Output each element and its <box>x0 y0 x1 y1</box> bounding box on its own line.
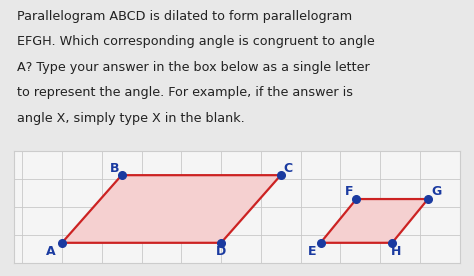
Text: E: E <box>308 245 316 258</box>
Text: B: B <box>109 161 119 174</box>
Text: H: H <box>391 245 401 258</box>
Text: A: A <box>46 245 55 258</box>
Text: Parallelogram ABCD is dilated to form parallelogram: Parallelogram ABCD is dilated to form pa… <box>17 10 352 23</box>
Text: C: C <box>283 161 292 174</box>
Text: A? Type your answer in the box below as a single letter: A? Type your answer in the box below as … <box>17 61 369 74</box>
Text: angle X, simply type X in the blank.: angle X, simply type X in the blank. <box>17 112 244 125</box>
Text: F: F <box>345 185 354 198</box>
Polygon shape <box>62 175 281 243</box>
Text: G: G <box>432 185 442 198</box>
Text: D: D <box>216 245 226 258</box>
Polygon shape <box>320 199 428 243</box>
Text: to represent the angle. For example, if the answer is: to represent the angle. For example, if … <box>17 86 353 99</box>
Text: EFGH. Which corresponding angle is congruent to angle: EFGH. Which corresponding angle is congr… <box>17 35 374 48</box>
